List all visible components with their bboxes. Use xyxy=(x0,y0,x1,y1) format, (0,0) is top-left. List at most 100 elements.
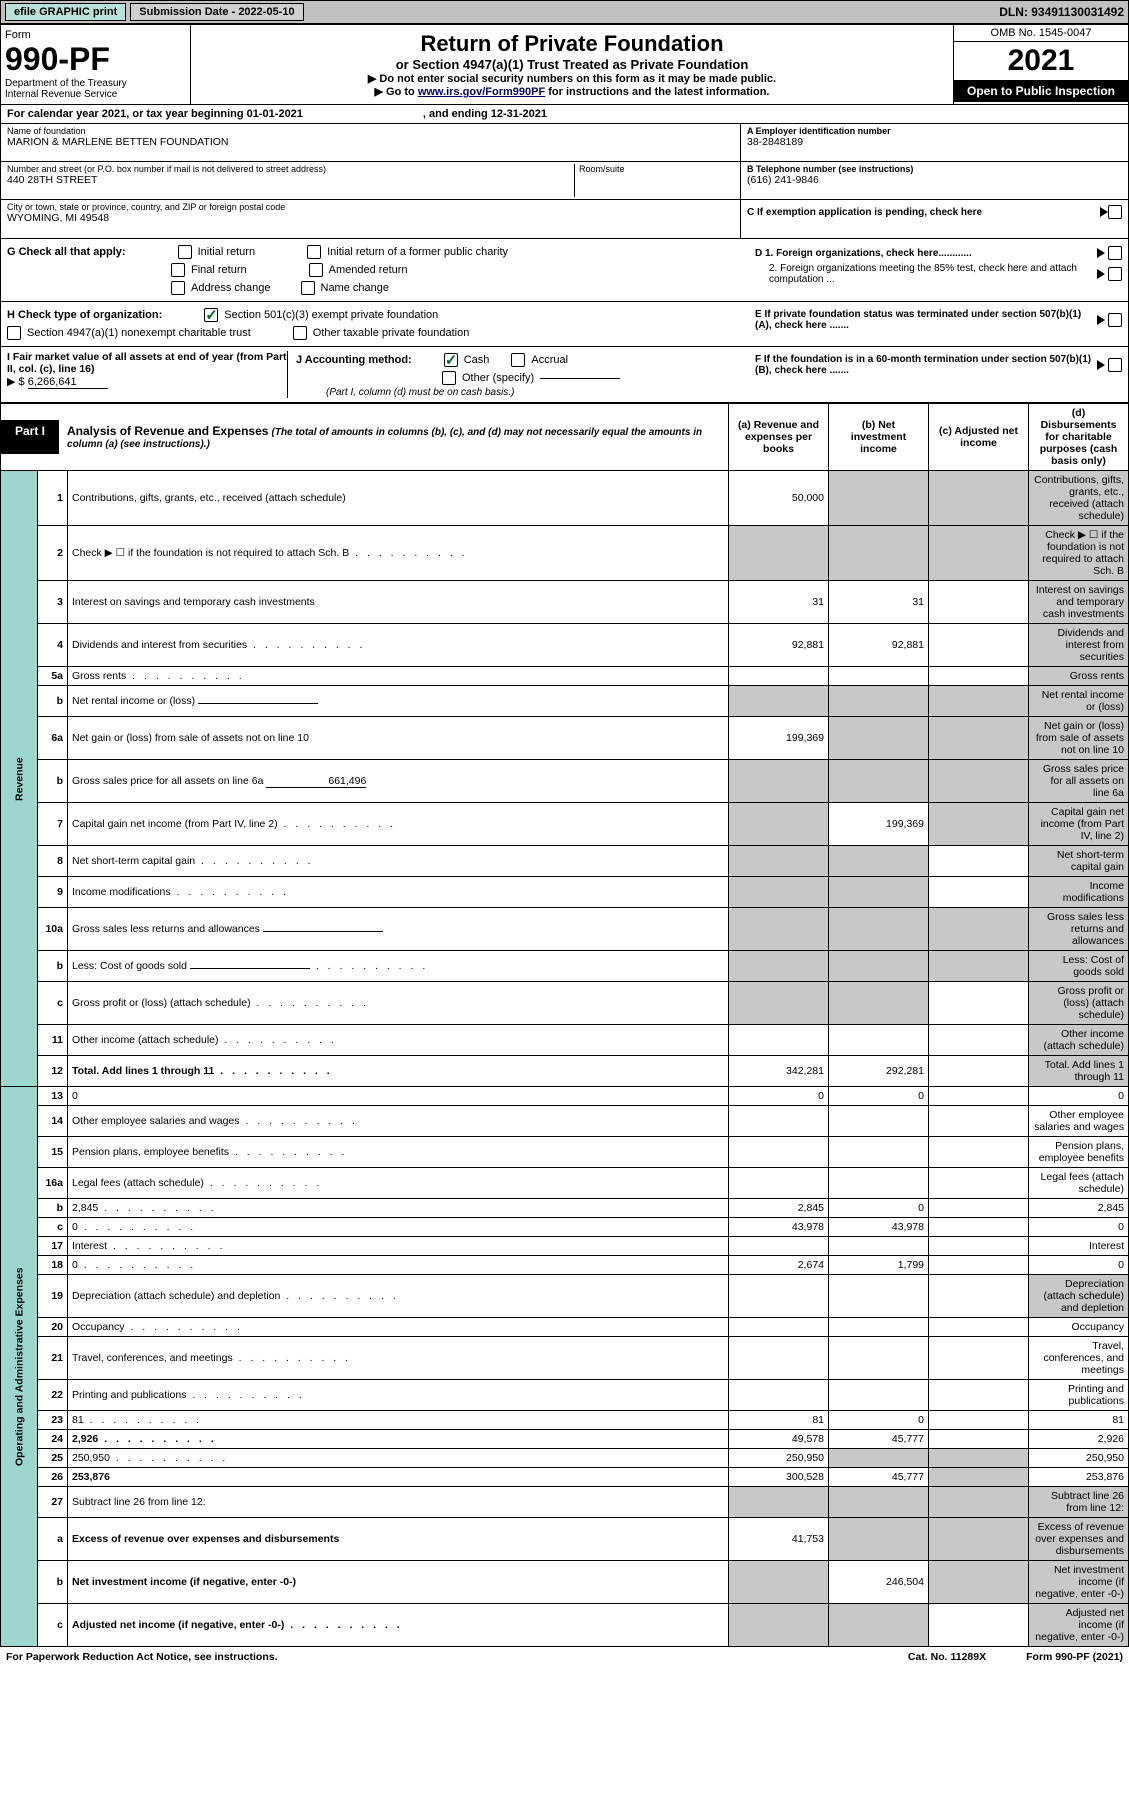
amount-cell: 0 xyxy=(729,1087,829,1106)
line-description: 2,845 xyxy=(68,1199,729,1218)
cash-checkbox[interactable] xyxy=(444,353,458,367)
d1-checkbox[interactable] xyxy=(1108,246,1122,260)
amount-cell: 250,950 xyxy=(1029,1449,1129,1468)
line-description: 2,926 xyxy=(68,1430,729,1449)
amount-cell xyxy=(729,982,829,1025)
initial-return-former-checkbox[interactable] xyxy=(307,245,321,259)
line-number: 9 xyxy=(38,877,68,908)
amount-cell xyxy=(829,717,929,760)
table-row: 9Income modificationsIncome modification… xyxy=(1,877,1129,908)
amount-cell: 31 xyxy=(729,581,829,624)
arrow-icon xyxy=(1097,315,1105,325)
line-description: Income modifications xyxy=(68,877,729,908)
amount-cell: Interest xyxy=(1029,1237,1129,1256)
e-checkbox[interactable] xyxy=(1108,313,1122,327)
amount-cell: Occupancy xyxy=(1029,1318,1129,1337)
amount-cell: Income modifications xyxy=(1029,877,1129,908)
line-description: Interest xyxy=(68,1237,729,1256)
exemption-row: C If exemption application is pending, c… xyxy=(741,200,1128,238)
amount-cell xyxy=(729,526,829,581)
amount-cell xyxy=(829,667,929,686)
h-label: H Check type of organization: xyxy=(7,309,162,321)
amount-cell xyxy=(929,846,1029,877)
line-description: Adjusted net income (if negative, enter … xyxy=(68,1604,729,1647)
arrow-icon xyxy=(1097,360,1105,370)
amount-cell xyxy=(729,1380,829,1411)
amount-cell: Net investment income (if negative, ente… xyxy=(1029,1561,1129,1604)
line-number: b xyxy=(38,686,68,717)
table-row: 27Subtract line 26 from line 12:Subtract… xyxy=(1,1487,1129,1518)
amount-cell: 199,369 xyxy=(829,803,929,846)
line-description: 81 xyxy=(68,1411,729,1430)
paperwork-notice: For Paperwork Reduction Act Notice, see … xyxy=(6,1651,278,1663)
amount-cell xyxy=(729,1168,829,1199)
amount-cell: 92,881 xyxy=(829,624,929,667)
other-method-checkbox[interactable] xyxy=(442,371,456,385)
line-number: 12 xyxy=(38,1056,68,1087)
table-row: 11Other income (attach schedule)Other in… xyxy=(1,1025,1129,1056)
amount-cell: Net short-term capital gain xyxy=(1029,846,1129,877)
amount-cell: 0 xyxy=(829,1087,929,1106)
form-header: Form 990-PF Department of the Treasury I… xyxy=(0,24,1129,105)
amount-cell: Total. Add lines 1 through 11 xyxy=(1029,1056,1129,1087)
form-ref: Form 990-PF (2021) xyxy=(1026,1651,1123,1663)
d2-checkbox[interactable] xyxy=(1108,267,1122,281)
table-row: 12 Total. Add lines 1 through 11 342,28129… xyxy=(1,1056,1129,1087)
other-taxable-checkbox[interactable] xyxy=(293,326,307,340)
501c3-checkbox[interactable] xyxy=(204,308,218,322)
amount-cell xyxy=(929,1318,1029,1337)
table-row: 20OccupancyOccupancy xyxy=(1,1318,1129,1337)
table-row: 17InterestInterest xyxy=(1,1237,1129,1256)
amount-cell: Depreciation (attach schedule) and deple… xyxy=(1029,1275,1129,1318)
amount-cell xyxy=(729,951,829,982)
calendar-year-row: For calendar year 2021, or tax year begi… xyxy=(0,105,1129,124)
amount-cell xyxy=(929,982,1029,1025)
f-checkbox[interactable] xyxy=(1108,358,1122,372)
table-row: 21Travel, conferences, and meetingsTrave… xyxy=(1,1337,1129,1380)
amount-cell xyxy=(829,1237,929,1256)
line-number: b xyxy=(38,1561,68,1604)
accrual-checkbox[interactable] xyxy=(511,353,525,367)
line-number: 18 xyxy=(38,1256,68,1275)
form990pf-link[interactable]: www.irs.gov/Form990PF xyxy=(418,86,545,98)
amount-cell: 342,281 xyxy=(729,1056,829,1087)
line-number: 19 xyxy=(38,1275,68,1318)
city-row: City or town, state or province, country… xyxy=(1,200,740,238)
amount-cell: Gross sales less returns and allowances xyxy=(1029,908,1129,951)
tax-year: 2021 xyxy=(954,42,1128,80)
amount-cell xyxy=(929,1337,1029,1380)
table-row: 242,92649,57845,7772,926 xyxy=(1,1430,1129,1449)
exemption-checkbox[interactable] xyxy=(1108,205,1122,219)
amount-cell xyxy=(829,1025,929,1056)
table-row: 3Interest on savings and temporary cash … xyxy=(1,581,1129,624)
address-change-checkbox[interactable] xyxy=(171,281,185,295)
amount-cell: 292,281 xyxy=(829,1056,929,1087)
amount-cell xyxy=(729,877,829,908)
amount-cell xyxy=(829,1449,929,1468)
form-subtitle: or Section 4947(a)(1) Trust Treated as P… xyxy=(197,57,947,72)
amount-cell: Legal fees (attach schedule) xyxy=(1029,1168,1129,1199)
amount-cell xyxy=(929,667,1029,686)
line-number: c xyxy=(38,1604,68,1647)
line-description: 0 xyxy=(68,1087,729,1106)
name-change-checkbox[interactable] xyxy=(301,281,315,295)
line-number: b xyxy=(38,951,68,982)
final-return-checkbox[interactable] xyxy=(171,263,185,277)
top-bar: efile GRAPHIC print Submission Date - 20… xyxy=(0,0,1129,24)
arrow-icon xyxy=(1097,248,1105,258)
line-number: 20 xyxy=(38,1318,68,1337)
amended-return-checkbox[interactable] xyxy=(309,263,323,277)
amount-cell xyxy=(929,760,1029,803)
amount-cell xyxy=(929,1430,1029,1449)
line-description: Interest on savings and temporary cash i… xyxy=(68,581,729,624)
amount-cell: Printing and publications xyxy=(1029,1380,1129,1411)
amount-cell xyxy=(929,471,1029,526)
efile-print-button[interactable]: efile GRAPHIC print xyxy=(5,3,126,21)
amount-cell xyxy=(929,624,1029,667)
initial-return-checkbox[interactable] xyxy=(178,245,192,259)
cat-no: Cat. No. 11289X xyxy=(908,1651,986,1663)
table-row: bNet rental income or (loss) Net rental … xyxy=(1,686,1129,717)
amount-cell: Gross profit or (loss) (attach schedule) xyxy=(1029,982,1129,1025)
line-description: Net rental income or (loss) xyxy=(68,686,729,717)
4947a1-checkbox[interactable] xyxy=(7,326,21,340)
